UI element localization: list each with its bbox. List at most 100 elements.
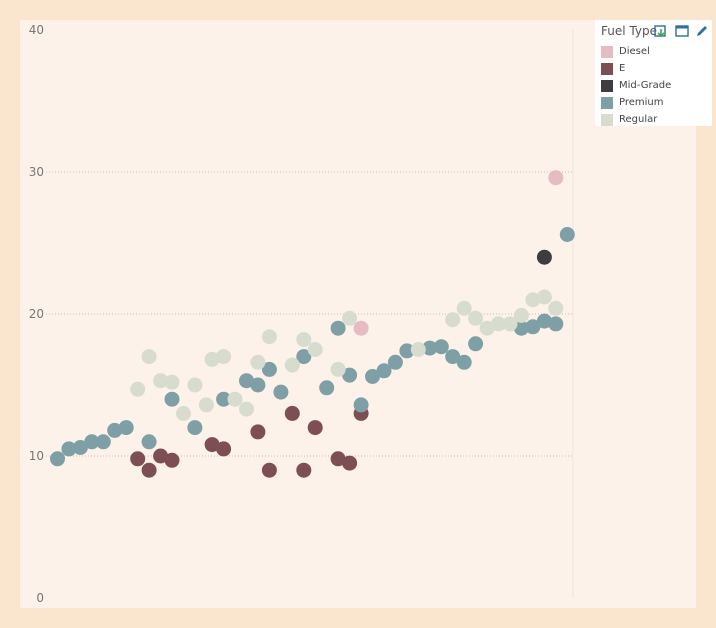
data-point[interactable] — [204, 437, 220, 453]
data-point[interactable] — [330, 320, 346, 336]
data-point[interactable] — [342, 367, 358, 383]
data-point[interactable] — [261, 462, 277, 478]
data-point[interactable] — [130, 451, 146, 467]
data-point[interactable] — [153, 448, 169, 464]
y-tick-label: 10 — [29, 449, 44, 463]
data-point[interactable] — [536, 289, 552, 305]
data-point[interactable] — [107, 422, 123, 438]
data-point[interactable] — [502, 316, 518, 332]
data-point[interactable] — [118, 420, 134, 436]
data-point[interactable] — [307, 342, 323, 357]
data-point[interactable] — [239, 401, 254, 417]
data-point[interactable] — [50, 451, 65, 467]
data-point[interactable] — [525, 319, 541, 335]
data-point[interactable] — [548, 170, 564, 186]
legend-label: Regular — [619, 114, 658, 125]
data-point[interactable] — [61, 441, 77, 457]
legend-swatch — [601, 97, 613, 109]
legend-item[interactable]: E — [601, 62, 625, 76]
data-point[interactable] — [376, 363, 392, 379]
y-tick-label: 40 — [29, 23, 44, 37]
data-point[interactable] — [84, 434, 100, 450]
edit-icon[interactable] — [695, 24, 709, 38]
data-point[interactable] — [296, 349, 312, 365]
data-point[interactable] — [410, 342, 426, 357]
data-point[interactable] — [164, 452, 180, 468]
data-point[interactable] — [216, 441, 232, 457]
data-point[interactable] — [468, 336, 484, 352]
data-point[interactable] — [353, 397, 369, 413]
data-point[interactable] — [513, 307, 529, 323]
data-point[interactable] — [250, 377, 266, 393]
legend-item[interactable]: Mid-Grade — [601, 79, 671, 93]
data-point[interactable] — [187, 377, 203, 393]
legend-swatch — [601, 80, 613, 92]
data-point[interactable] — [491, 316, 506, 332]
data-point[interactable] — [95, 434, 111, 450]
data-point[interactable] — [141, 462, 157, 478]
data-point[interactable] — [342, 455, 358, 471]
data-point[interactable] — [273, 384, 289, 400]
data-point[interactable] — [296, 332, 312, 348]
legend-label: Premium — [619, 97, 664, 108]
scatter-chart: 0 10 20 30 40 — [29, 23, 575, 605]
data-point[interactable] — [261, 329, 277, 345]
data-point[interactable] — [72, 440, 88, 455]
data-point[interactable] — [239, 373, 254, 389]
data-point[interactable] — [296, 462, 312, 478]
legend-label: Diesel — [619, 46, 650, 57]
data-point[interactable] — [387, 354, 403, 370]
data-point[interactable] — [422, 340, 438, 356]
legend-item[interactable]: Diesel — [601, 45, 650, 59]
data-point[interactable] — [307, 420, 323, 436]
data-point[interactable] — [513, 320, 529, 336]
data-point[interactable] — [525, 292, 541, 308]
data-point[interactable] — [250, 424, 266, 440]
data-point[interactable] — [433, 339, 449, 355]
export-icon[interactable] — [654, 24, 668, 38]
data-point[interactable] — [187, 420, 203, 436]
legend-item[interactable]: Premium — [601, 96, 664, 110]
data-point[interactable] — [227, 391, 243, 407]
legend-label: Mid-Grade — [619, 80, 672, 91]
legend-item[interactable]: Regular — [601, 113, 657, 127]
data-point[interactable] — [216, 349, 232, 365]
data-point[interactable] — [456, 300, 472, 316]
data-point[interactable] — [130, 381, 146, 397]
data-point[interactable] — [468, 310, 484, 326]
legend-swatch — [601, 46, 613, 58]
data-point[interactable] — [479, 320, 495, 336]
data-point[interactable] — [284, 405, 300, 421]
data-point[interactable] — [445, 312, 461, 328]
data-point[interactable] — [204, 351, 220, 367]
data-point[interactable] — [198, 397, 214, 413]
data-point[interactable] — [216, 391, 232, 407]
y-tick-label: 20 — [29, 307, 44, 321]
data-point[interactable] — [548, 300, 564, 316]
data-point[interactable] — [164, 391, 180, 407]
data-point[interactable] — [141, 434, 157, 450]
data-point[interactable] — [456, 354, 472, 370]
data-point[interactable] — [559, 227, 575, 242]
data-point[interactable] — [153, 373, 169, 389]
data-point[interactable] — [536, 313, 552, 329]
data-point[interactable] — [353, 320, 369, 336]
data-point[interactable] — [342, 310, 358, 326]
data-point[interactable] — [250, 354, 266, 370]
data-point[interactable] — [141, 349, 157, 365]
data-point[interactable] — [365, 369, 380, 384]
data-point[interactable] — [548, 316, 564, 332]
legend-title: Fuel Type — [601, 24, 657, 38]
data-point[interactable] — [330, 451, 346, 467]
maximize-icon[interactable] — [675, 24, 689, 38]
data-point[interactable] — [284, 357, 300, 373]
data-point[interactable] — [319, 380, 335, 396]
data-point[interactable] — [399, 343, 415, 359]
data-point[interactable] — [261, 361, 277, 377]
data-point[interactable] — [445, 349, 461, 365]
data-point[interactable] — [536, 249, 552, 265]
y-tick-label: 30 — [29, 165, 44, 179]
data-point[interactable] — [330, 361, 346, 377]
data-point[interactable] — [176, 405, 191, 421]
data-point[interactable] — [164, 374, 180, 390]
